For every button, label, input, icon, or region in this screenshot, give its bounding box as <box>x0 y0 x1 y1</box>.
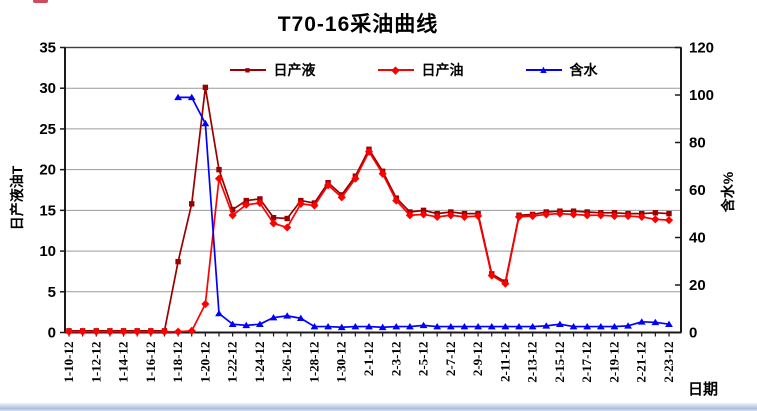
x-axis-ticks: 1-10-12 1-12-12 1-14-12 1-16-12 1-18-12 1-20-… <box>61 332 676 383</box>
svg-text:120: 120 <box>689 40 714 57</box>
svg-text:1-18-12: 1-18-12 <box>170 342 185 383</box>
legend-label: 日产液 <box>273 62 316 78</box>
svg-text:1-22-12: 1-22-12 <box>225 342 240 383</box>
svg-text:1-16-12: 1-16-12 <box>143 342 158 383</box>
svg-text:80: 80 <box>689 135 706 152</box>
series-日产油 <box>64 147 674 336</box>
legend-item-含水: ▲ 含水 <box>525 60 598 80</box>
svg-text:60: 60 <box>689 182 706 199</box>
svg-text:1-28-12: 1-28-12 <box>306 342 321 383</box>
triangle-marker-icon: ▲ <box>525 64 562 76</box>
legend-label: 含水 <box>569 62 598 78</box>
svg-text:35: 35 <box>39 40 56 57</box>
bottom-window-strip <box>0 403 757 411</box>
legend-item-日产液: ■ 日产液 <box>229 60 316 80</box>
square-marker-icon: ■ <box>229 65 266 75</box>
series-含水 <box>174 93 673 331</box>
svg-text:2-7-12: 2-7-12 <box>443 342 458 377</box>
svg-text:20: 20 <box>689 277 706 294</box>
chart-legend: ■ 日产液 ◆ 日产油 ▲ 含水 <box>35 60 757 80</box>
svg-text:2-23-12: 2-23-12 <box>661 342 676 383</box>
svg-text:2-5-12: 2-5-12 <box>416 342 431 377</box>
svg-text:2-15-12: 2-15-12 <box>552 342 567 383</box>
diamond-marker-icon: ◆ <box>377 65 414 77</box>
y-axis-title-right: 含水% <box>720 171 736 213</box>
svg-text:2-13-12: 2-13-12 <box>525 342 540 383</box>
svg-text:2-1-12: 2-1-12 <box>361 342 376 377</box>
x-axis-title: 日期 <box>688 381 719 398</box>
series-日产液 <box>66 84 672 334</box>
svg-text:1-20-12: 1-20-12 <box>197 342 212 383</box>
svg-text:2-21-12: 2-21-12 <box>634 342 649 383</box>
svg-text:2-3-12: 2-3-12 <box>388 342 403 377</box>
svg-text:1-30-12: 1-30-12 <box>334 342 349 383</box>
svg-text:0: 0 <box>48 325 56 342</box>
svg-text:2-11-12: 2-11-12 <box>497 342 512 382</box>
plot-frame <box>64 46 682 334</box>
svg-text:0: 0 <box>689 325 697 342</box>
svg-text:10: 10 <box>39 243 56 260</box>
legend-item-日产油: ◆ 日产油 <box>377 60 464 80</box>
gridlines <box>65 87 681 293</box>
svg-text:40: 40 <box>689 230 706 247</box>
svg-text:1-24-12: 1-24-12 <box>252 342 267 383</box>
legend-label: 日产油 <box>421 62 464 78</box>
svg-text:1-14-12: 1-14-12 <box>116 342 131 383</box>
screen-edge-artifact <box>33 0 48 3</box>
y-axis-ticks-right: 0 20 40 60 80 100 120 <box>675 40 714 342</box>
svg-text:1-10-12: 1-10-12 <box>61 342 76 383</box>
svg-text:25: 25 <box>39 121 56 138</box>
y-axis-ticks-left: 0 5 10 15 20 25 30 35 <box>39 40 65 342</box>
svg-text:1-26-12: 1-26-12 <box>279 342 294 383</box>
svg-text:2-19-12: 2-19-12 <box>606 342 621 383</box>
chart-title: T70-16采油曲线 <box>277 13 439 36</box>
svg-text:2-9-12: 2-9-12 <box>470 342 485 377</box>
svg-text:20: 20 <box>39 162 56 179</box>
svg-text:30: 30 <box>39 80 56 97</box>
svg-text:15: 15 <box>39 202 56 219</box>
svg-text:1-12-12: 1-12-12 <box>88 342 103 383</box>
y-axis-title-left: 日产液油T <box>9 165 25 231</box>
svg-text:100: 100 <box>689 87 714 104</box>
svg-text:2-17-12: 2-17-12 <box>579 342 594 383</box>
svg-text:5: 5 <box>48 284 56 301</box>
